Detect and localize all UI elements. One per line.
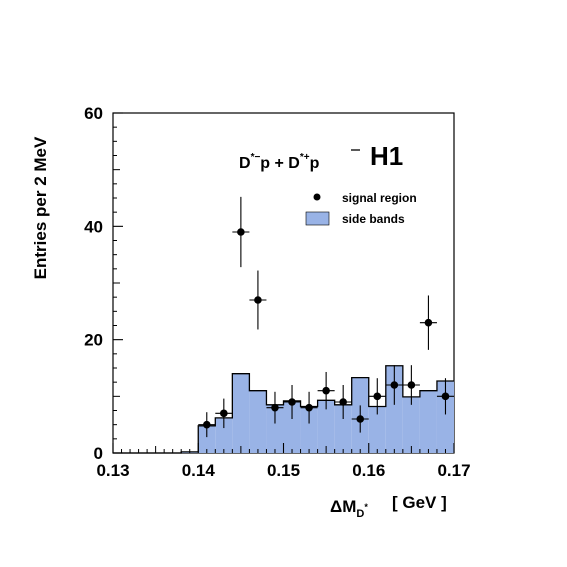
x-axis-unit: [ GeV ] (392, 493, 447, 512)
signal-point (385, 365, 403, 405)
histogram-bin (215, 417, 233, 453)
reaction-d2-sup: *+ (300, 152, 310, 163)
histogram-bin (368, 406, 386, 453)
histogram-bin (419, 390, 437, 453)
legend: signal region side bands (305, 191, 417, 226)
point-marker (322, 386, 330, 395)
x-axis-title-subsup: * (364, 502, 368, 512)
signal-point (368, 378, 386, 415)
legend-box-marker (305, 211, 330, 226)
x-tick-label: 0.14 (182, 461, 216, 480)
reaction-mid: p + D (260, 155, 300, 172)
point-marker (373, 392, 382, 401)
point-marker (390, 381, 399, 389)
signal-point (232, 196, 250, 268)
histogram-bin (266, 404, 284, 453)
point-marker (305, 403, 313, 412)
point-marker (424, 318, 433, 327)
x-tick-label: 0.17 (437, 461, 470, 480)
point-marker (356, 415, 365, 423)
histogram-bin (300, 406, 318, 453)
reaction-pbar: p (310, 155, 320, 172)
point-marker (339, 398, 347, 406)
y-tick-label: 20 (84, 331, 103, 350)
histogram-bin (232, 373, 250, 453)
y-tick-label: 40 (84, 217, 103, 236)
signal-point (436, 378, 454, 415)
point-marker (441, 392, 450, 401)
signal-point (300, 391, 318, 424)
histogram-bin (283, 400, 301, 453)
point-marker (254, 296, 262, 304)
histogram-bin (385, 365, 403, 453)
signal-point (334, 385, 352, 419)
signal-region-points (198, 196, 454, 438)
reaction-label: D*−p + D*+p (239, 152, 320, 172)
signal-point (402, 365, 420, 405)
histogram-bin (249, 390, 267, 453)
signal-point (249, 270, 267, 330)
tick-labels: 0.13 0.14 0.15 0.16 0.17 0 20 40 60 (84, 104, 470, 480)
side-bands-histogram (113, 365, 454, 454)
signal-point (215, 398, 233, 429)
x-axis-title-main: ΔM (330, 497, 356, 516)
point-marker (237, 228, 245, 236)
legend-sideband-label: side bands (342, 212, 405, 226)
experiment-label: H1 (370, 141, 403, 171)
signal-point (419, 295, 437, 350)
legend-signal-label: signal region (342, 191, 417, 205)
reaction-d1-sup: *− (251, 152, 261, 163)
point-marker (202, 420, 211, 429)
point-marker (220, 409, 228, 418)
point-marker (288, 398, 296, 406)
signal-point (266, 391, 284, 424)
legend-point-marker (313, 193, 321, 201)
point-marker (271, 403, 279, 412)
reaction-d1: D (239, 155, 251, 172)
x-axis-title: ΔMD* (330, 497, 368, 520)
x-tick-label: 0.13 (96, 461, 129, 480)
y-tick-label: 60 (84, 104, 103, 123)
signal-point (317, 371, 335, 410)
histogram-bin (317, 400, 335, 453)
x-axis-title-sub: D (356, 508, 364, 520)
histogram-bin (198, 425, 216, 453)
axis-ticks (112, 112, 455, 454)
signal-point (198, 412, 216, 438)
histogram-bin (334, 404, 352, 453)
y-axis-title: Entries per 2 MeV (31, 136, 50, 279)
x-tick-label: 0.16 (352, 461, 385, 480)
y-tick-label: 0 (94, 444, 103, 463)
histogram-bin (402, 396, 420, 453)
x-tick-label: 0.15 (267, 461, 300, 480)
point-marker (407, 381, 416, 389)
histogram-bin (436, 381, 454, 453)
signal-point (351, 405, 369, 433)
signal-point (283, 385, 301, 419)
